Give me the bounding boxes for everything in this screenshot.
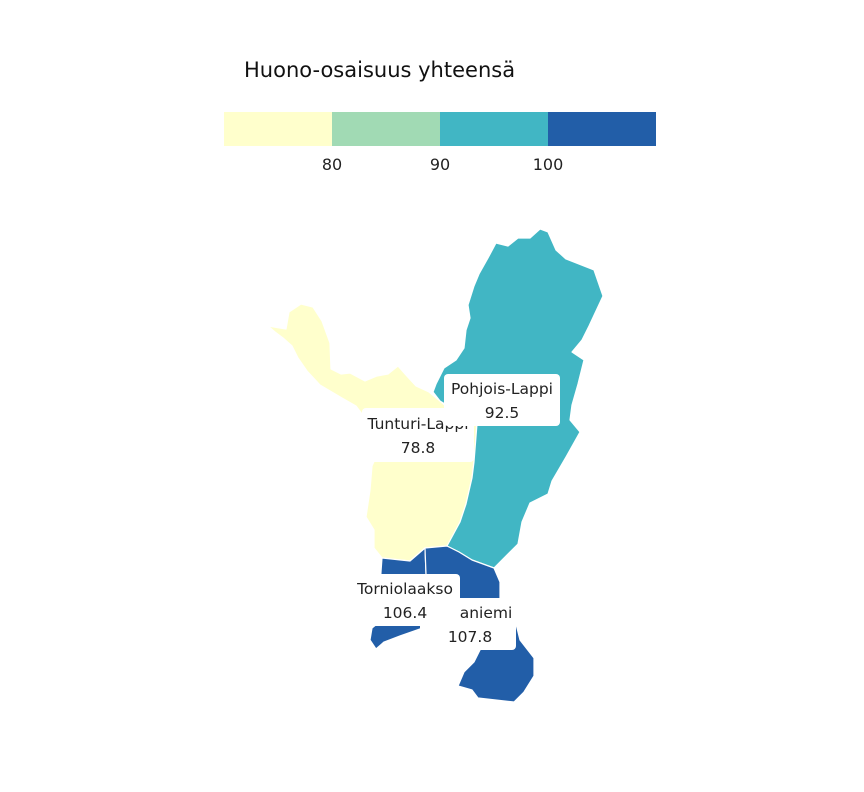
label-name-aniemi: aniemi bbox=[460, 604, 513, 622]
label-name-torniolaakso: Torniolaakso bbox=[356, 580, 453, 598]
legend-title: Huono-osaisuus yhteensä bbox=[244, 58, 515, 82]
label-box-pohjois-lappi bbox=[444, 374, 560, 426]
legend-tick-2: 90 bbox=[430, 155, 450, 174]
label-value-aniemi: 107.8 bbox=[448, 628, 492, 646]
legend-tick-1: 80 bbox=[322, 155, 342, 174]
label-value-pohjois-lappi: 92.5 bbox=[485, 404, 520, 422]
legend: Huono-osaisuus yhteensä 80 90 100 bbox=[224, 58, 656, 174]
label-value-tunturi-lappi: 78.8 bbox=[401, 439, 436, 457]
label-box-torniolaakso bbox=[350, 574, 460, 626]
legend-swatch-3 bbox=[440, 112, 548, 146]
legend-tick-3: 100 bbox=[533, 155, 564, 174]
legend-swatch-1 bbox=[224, 112, 332, 146]
legend-swatch-2 bbox=[332, 112, 440, 146]
region-labels: Tunturi-Lappi 78.8 Pohjois-Lappi 92.5 an… bbox=[350, 374, 560, 650]
label-value-torniolaakso: 106.4 bbox=[383, 604, 427, 622]
label-name-tunturi-lappi: Tunturi-Lappi bbox=[366, 415, 468, 433]
label-name-pohjois-lappi: Pohjois-Lappi bbox=[451, 380, 553, 398]
legend-swatch-4 bbox=[548, 112, 656, 146]
